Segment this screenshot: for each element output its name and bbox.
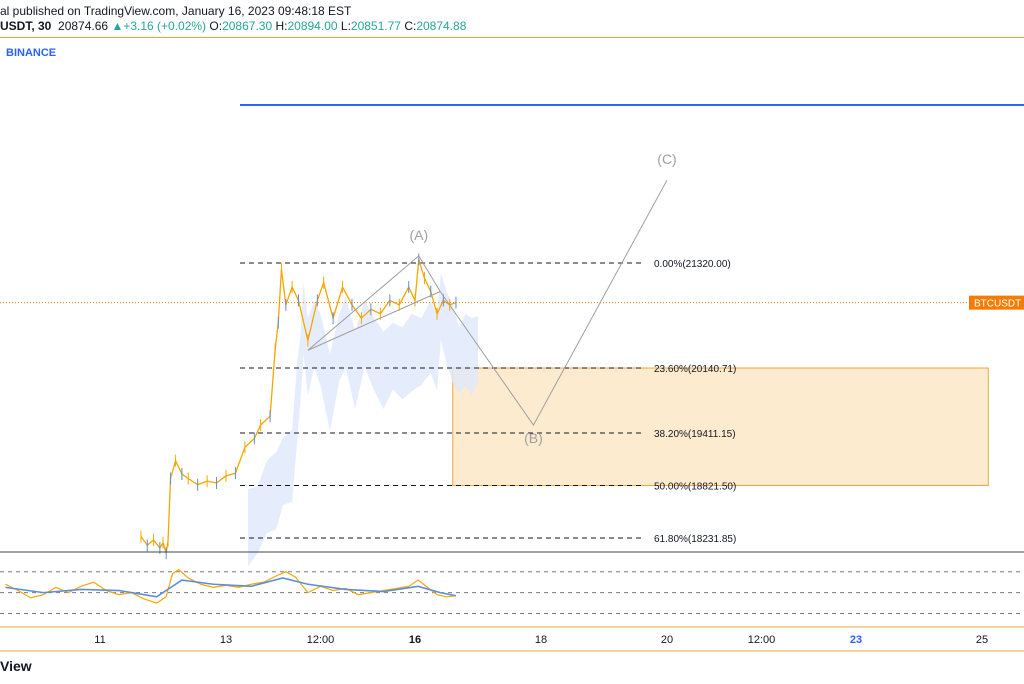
wave-label[interactable]: (A) <box>409 227 428 243</box>
low-label: L: <box>340 19 351 33</box>
fib-level-label: 0.00%(21320.00) <box>654 259 731 270</box>
ohlc-legend: USDT, 30 20874.66 ▲+3.16 (+0.02%) O:2086… <box>0 19 466 33</box>
ichimoku-cloud <box>248 272 478 567</box>
wave-label[interactable]: (B) <box>524 430 543 446</box>
fib-level-label: 61.80%(18231.85) <box>654 534 736 545</box>
x-tick-label: 12:00 <box>748 634 776 646</box>
open-value: 20867.30 <box>222 19 273 33</box>
x-tick-label: 23 <box>850 634 862 646</box>
x-tick-label: 18 <box>535 634 547 646</box>
exchange-label: BINANCE <box>6 47 57 59</box>
time-axis[interactable]: 11 13 12:00 16 18 20 12:00 23 25 <box>94 634 988 646</box>
fib-level-label: 50.00%(18821.50) <box>654 481 736 492</box>
symbol-interval[interactable]: USDT, 30 <box>0 19 52 33</box>
header-divider <box>0 37 1024 38</box>
open-label: O: <box>209 19 223 33</box>
wave-triangle-edge <box>307 291 441 351</box>
last-price: 20874.66 <box>58 19 109 33</box>
fib-level-label: 38.20%(19411.15) <box>654 429 736 440</box>
chart-header: al published on TradingView.com, January… <box>0 0 1024 38</box>
rsi-ma-line[interactable] <box>5 577 457 598</box>
fib-level-label: 23.60%(20140.71) <box>654 364 736 375</box>
price-axis-label[interactable]: BTCUSDT <box>974 299 1021 310</box>
up-arrow-icon: ▲ <box>111 19 124 33</box>
price-change: +3.16 (+0.02%) <box>123 19 207 33</box>
target-zone-rect[interactable] <box>452 367 989 486</box>
tradingview-logo-text: View <box>0 658 32 674</box>
wave-label[interactable]: (C) <box>657 151 676 167</box>
price-label-bg <box>969 295 1024 310</box>
x-tick-label: 16 <box>409 634 421 646</box>
close-value: 20874.88 <box>416 19 467 33</box>
x-tick-label: 25 <box>976 634 988 646</box>
x-tick-label: 12:00 <box>307 634 335 646</box>
low-value: 20851.77 <box>350 19 401 33</box>
publish-info: al published on TradingView.com, January… <box>0 4 352 18</box>
x-tick-label: 11 <box>94 634 105 646</box>
high-label: H: <box>275 19 288 33</box>
x-tick-label: 13 <box>220 634 232 646</box>
x-tick-label: 20 <box>661 634 673 646</box>
close-label: C: <box>404 19 417 33</box>
high-value: 20894.00 <box>287 19 338 33</box>
price-series-line[interactable] <box>140 259 457 554</box>
rsi-line[interactable] <box>5 568 457 604</box>
